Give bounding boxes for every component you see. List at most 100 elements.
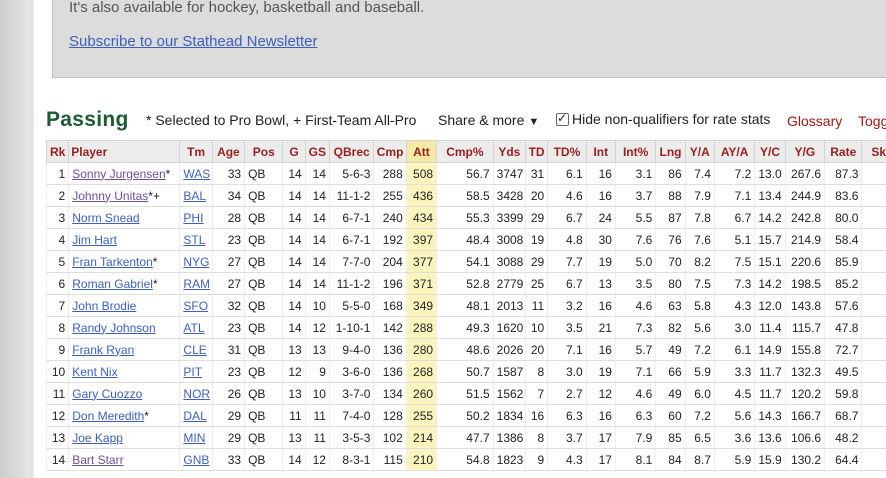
- column-header-td-pct[interactable]: TD%: [547, 140, 587, 163]
- cell-cmp-pct: 47.7: [436, 426, 494, 449]
- player-link[interactable]: Kent Nix: [72, 364, 118, 379]
- column-header-ya[interactable]: Y/A: [684, 140, 715, 163]
- checkmark-icon: ✓: [557, 111, 568, 125]
- table-header-row: Rk Player Tm Age Pos G GS QBrec Cmp Att Cmp% Yds TD T…: [46, 140, 886, 163]
- cell-age: 33: [211, 162, 245, 185]
- cell-rate: 72.7: [824, 338, 862, 361]
- column-header-cmp-pct[interactable]: Cmp%: [436, 140, 494, 163]
- team-link[interactable]: SFO: [183, 298, 209, 313]
- cell-qbrec: 5-5-0: [328, 294, 374, 317]
- cell-pos: QB: [244, 382, 283, 405]
- cell-int-pct: 7.1: [614, 360, 656, 383]
- player-link[interactable]: Frank Ryan: [72, 342, 135, 357]
- cell-lng: 80: [655, 272, 686, 295]
- cell-player: John Brodie: [68, 294, 180, 317]
- column-header-qbrec[interactable]: QBrec: [328, 140, 375, 163]
- cell-cmp: 204: [373, 250, 407, 273]
- player-link[interactable]: Don Meredith: [72, 408, 145, 423]
- team-link[interactable]: PIT: [183, 364, 203, 379]
- team-link[interactable]: RAM: [183, 276, 211, 291]
- share-and-more-menu[interactable]: Share & more ▼: [438, 112, 539, 128]
- team-link[interactable]: PHI: [183, 210, 204, 225]
- column-header-tm[interactable]: Tm: [179, 140, 213, 163]
- column-header-age[interactable]: Age: [211, 140, 246, 163]
- cell-rate: 87.3: [824, 162, 862, 185]
- column-header-att[interactable]: Att: [405, 140, 438, 163]
- column-header-yc[interactable]: Y/C: [754, 140, 786, 163]
- team-link[interactable]: ATL: [183, 320, 205, 335]
- column-header-rate[interactable]: Rate: [824, 140, 863, 163]
- cell-rk: 11: [46, 382, 69, 405]
- cell-rate: 59.8: [824, 382, 862, 405]
- cell-pos: QB: [244, 272, 283, 295]
- team-link[interactable]: NOR: [183, 386, 211, 401]
- column-header-yds[interactable]: Yds: [492, 140, 526, 163]
- column-header-yg[interactable]: Y/G: [784, 140, 826, 163]
- hide-non-qualifiers-toggle[interactable]: ✓ Hide non-qualifiers for rate stats: [556, 111, 770, 127]
- cell-player: Jim Hart: [68, 228, 180, 251]
- player-link[interactable]: Norm Snead: [72, 210, 140, 225]
- column-header-aya[interactable]: AY/A: [713, 140, 756, 163]
- toggle-partial-table-link[interactable]: Togg: [858, 113, 886, 129]
- column-header-td[interactable]: TD: [524, 140, 549, 163]
- cell-att: 210: [405, 448, 437, 471]
- cell-aya: 3.0: [713, 316, 755, 339]
- player-link[interactable]: Johnny Unitas: [72, 188, 149, 203]
- player-link[interactable]: Jim Hart: [72, 232, 117, 247]
- column-header-g[interactable]: G: [282, 140, 306, 163]
- cell-td: 29: [524, 206, 548, 229]
- column-header-gs[interactable]: GS: [304, 140, 330, 163]
- gutter-shadow: [30, 0, 34, 478]
- cell-rk: 4: [46, 228, 69, 251]
- column-header-sk[interactable]: Sk: [861, 140, 886, 163]
- cell-g: 14: [282, 272, 306, 295]
- award-marker: *: [152, 276, 158, 291]
- player-link[interactable]: Gary Cuozzo: [72, 386, 143, 401]
- team-link[interactable]: WAS: [183, 166, 211, 181]
- team-link[interactable]: DAL: [183, 408, 207, 423]
- cell-int-pct: 7.9: [614, 426, 656, 449]
- team-link[interactable]: GNB: [183, 452, 210, 467]
- player-link[interactable]: Randy Johnson: [72, 320, 156, 335]
- cell-aya: 7.3: [713, 272, 755, 295]
- cell-int: 24: [585, 206, 616, 229]
- column-header-player[interactable]: Player: [68, 140, 181, 163]
- column-header-lng[interactable]: Lng: [655, 140, 686, 163]
- player-link[interactable]: John Brodie: [72, 298, 137, 313]
- player-link[interactable]: Sonny Jurgensen: [72, 166, 166, 181]
- team-link[interactable]: NYG: [183, 254, 210, 269]
- player-link[interactable]: Bart Starr: [72, 452, 124, 467]
- cell-td-pct: 2.7: [547, 382, 587, 405]
- cell-td: 16: [524, 404, 548, 427]
- subscribe-newsletter-link[interactable]: Subscribe to our Stathead Newsletter: [69, 33, 318, 50]
- team-link[interactable]: STL: [183, 232, 206, 247]
- cell-yds: 3399: [492, 206, 526, 229]
- team-link[interactable]: MIN: [183, 430, 206, 445]
- cell-lng: 49: [655, 382, 686, 405]
- cell-rk: 7: [46, 294, 69, 317]
- team-link[interactable]: BAL: [183, 188, 207, 203]
- cell-gs: 11: [304, 404, 330, 427]
- hide-non-qualifiers-checkbox[interactable]: ✓: [556, 111, 569, 126]
- cell-pos: QB: [244, 206, 283, 229]
- glossary-link[interactable]: Glossary: [787, 113, 843, 129]
- cell-qbrec: 9-4-0: [328, 338, 374, 361]
- cell-ya: 7.2: [684, 338, 715, 361]
- column-header-int[interactable]: Int: [585, 140, 616, 163]
- column-header-rk[interactable]: Rk: [46, 140, 70, 163]
- cell-sk: [861, 426, 886, 449]
- cell-gs: 14: [304, 228, 330, 251]
- column-header-pos[interactable]: Pos: [244, 140, 284, 163]
- award-marker: *: [165, 166, 171, 181]
- cell-player: Kent Nix: [68, 360, 180, 383]
- cell-att: 397: [405, 228, 437, 251]
- cell-td: 29: [524, 250, 548, 273]
- column-header-int-pct[interactable]: Int%: [614, 140, 657, 163]
- cell-att: 436: [405, 184, 437, 207]
- team-link[interactable]: CLE: [183, 342, 207, 357]
- column-header-cmp[interactable]: Cmp: [373, 140, 407, 163]
- player-link[interactable]: Roman Gabriel: [72, 276, 153, 291]
- player-link[interactable]: Joe Kapp: [72, 430, 123, 445]
- player-link[interactable]: Fran Tarkenton: [72, 254, 153, 269]
- cell-ya: 7.5: [684, 272, 715, 295]
